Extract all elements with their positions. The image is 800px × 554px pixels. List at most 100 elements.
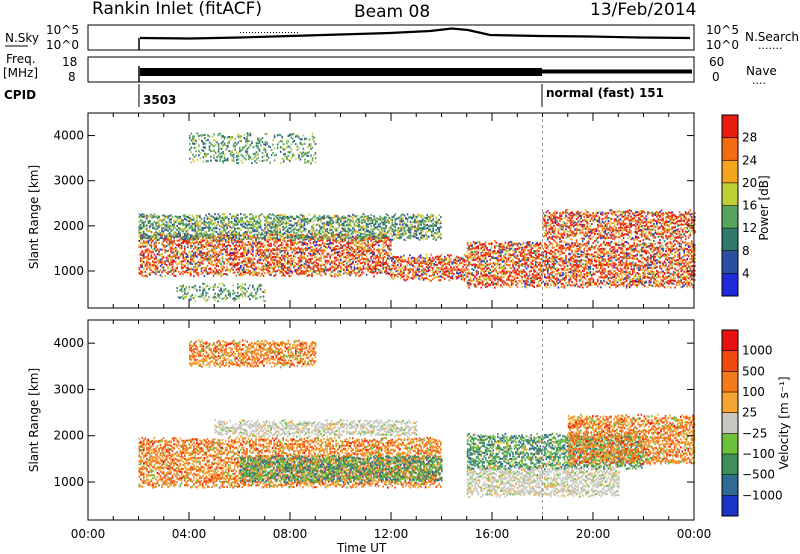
power-echo-cell [533,256,535,259]
power-echo-cell [338,246,341,249]
power-echo-cell [557,258,560,260]
power-echo-cell [577,268,579,271]
power-echo-cell [507,243,510,246]
date-title: 13/Feb/2014 [590,0,696,20]
power-echo-cell [612,272,614,275]
power-echo-cell [637,244,640,247]
power-echo-cell [220,251,222,254]
power-echo-cell [247,243,250,246]
power-echo-cell [377,258,380,261]
power-echo-cell [578,243,581,246]
power-echo-cell [575,267,578,270]
power-echo-cell [413,260,416,262]
power-echo-cell [578,269,581,272]
power-echo-cell [457,256,460,259]
power-echo-cell [320,239,322,242]
power-echo-cell [651,270,654,273]
power-echo-cell [344,244,347,247]
power-echo-cell [170,241,172,244]
power-echo-cell [451,268,454,271]
power-echo-cell [200,262,203,265]
power-echo-cell [418,275,420,278]
power-echo-cell [468,246,470,249]
power-echo-cell [264,272,266,275]
power-echo-cell [639,265,642,268]
power-echo-cell [421,257,423,260]
power-echo-cell [329,268,331,271]
power-echo-cell [560,247,563,250]
power-echo-cell [367,263,369,265]
power-echo-cell [261,272,263,275]
power-echo-cell [349,263,351,266]
power-echo-cell [503,270,505,273]
power-echo-cell [501,247,504,250]
power-echo-cell [613,278,616,281]
power-echo-cell [556,267,558,270]
power-echo-cell [587,271,590,274]
power-echo-cell [515,263,517,266]
power-echo-cell [280,246,283,249]
power-echo-cell [488,263,490,266]
power-echo-cell [312,242,315,245]
power-echo-cell [547,260,549,263]
power-echo-cell [162,266,165,269]
power-echo-cell [580,272,582,275]
power-echo-cell [167,238,169,241]
power-echo-cell [651,262,654,264]
power-echo-cell [495,262,498,265]
power-echo-cell [572,258,575,260]
power-echo-cell [250,272,253,274]
power-echo-cell [563,259,566,262]
power-echo-cell [364,245,366,248]
power-echo-cell [621,244,623,247]
power-echo-cell [238,249,241,252]
power-echo-cell [273,259,275,262]
power-echo-cell [563,266,566,269]
power-echo-cell [305,260,307,263]
power-echo-cell [346,246,348,249]
power-echo-cell [273,253,275,255]
power-echo-cell [495,258,498,261]
power-echo-cell [551,250,554,253]
power-echo-cell [601,250,604,253]
power-echo-cell [613,246,616,248]
power-echo-cell [472,258,475,261]
power-echo-cell [663,277,666,280]
power-echo-cell [244,260,247,263]
power-echo-cell [364,267,366,270]
power-echo-cell [603,248,605,250]
power-echo-cell [383,270,386,273]
power-echo-cell [152,249,154,252]
power-echo-cell [190,238,192,241]
power-echo-cell [206,259,209,262]
power-echo-cell [663,260,666,263]
power-echo-cell [237,245,239,248]
power-echo-cell [427,267,429,270]
power-echo-cell [592,247,595,250]
power-echo-cell [150,271,153,274]
power-echo-cell [562,273,564,276]
power-echo-cell [380,271,383,274]
power-echo-cell [358,239,360,242]
nsearch-tick-low: 10^0 [706,38,739,52]
power-echo-cell [483,244,485,247]
power-echo-cell [255,266,257,269]
power-echo-cell [645,257,648,260]
power-echo-cell [522,273,525,276]
power-echo-cell [469,257,472,260]
power-echo-cell [424,257,426,260]
power-echo-cell [518,251,520,254]
power-echo-cell [601,256,604,259]
power-echo-cell [221,260,224,263]
power-echo-cell [171,263,174,266]
power-echo-cell [584,253,587,256]
power-echo-cell [653,272,655,275]
power-echo-cell [612,248,614,251]
power-echo-cell [503,283,505,286]
power-echo-cell [589,267,592,270]
power-echo-cell [565,269,567,272]
power-echo-cell [612,256,614,259]
power-echo-cell [531,259,534,262]
power-echo-cell [554,273,557,276]
power-echo-cell [572,276,575,279]
